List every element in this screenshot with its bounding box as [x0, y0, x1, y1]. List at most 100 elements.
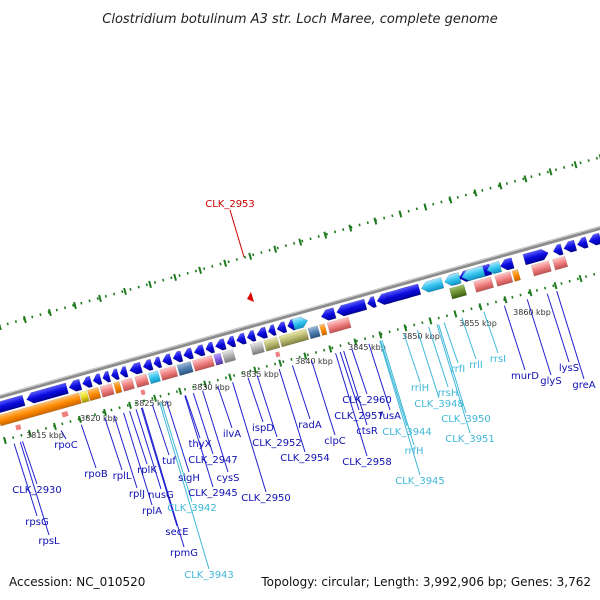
label-leader [381, 340, 415, 446]
gene-label[interactable]: CLK_2950 [241, 493, 291, 504]
gene-block [192, 355, 215, 372]
feature-mark [15, 424, 22, 431]
gene-label[interactable]: CLK_2957 [334, 411, 384, 422]
gene-label[interactable]: fusA [379, 411, 401, 422]
gene-label[interactable]: ispD [252, 423, 274, 434]
rna-label[interactable]: CLK_3944 [382, 427, 432, 438]
scale-tick [548, 168, 553, 176]
scale-label: 3855 kbp [459, 319, 497, 328]
label-leader [184, 395, 214, 488]
scale-tick [128, 401, 132, 409]
gene-label[interactable]: rpmG [170, 548, 198, 559]
gene-label[interactable]: ilvA [223, 429, 241, 440]
scale-tick [428, 317, 433, 325]
gene-arrow [461, 265, 486, 282]
gene-label[interactable]: rplL [113, 471, 132, 482]
scale-label: 3835 kbp [241, 370, 279, 379]
label-leader [546, 293, 570, 363]
scale-tick [223, 259, 228, 267]
gene-label[interactable]: clpC [324, 436, 346, 447]
gene-label[interactable]: thyX [188, 439, 211, 450]
label-leader [310, 359, 336, 436]
gene-arrow [268, 324, 277, 337]
scale-tick [298, 238, 303, 246]
rna-label[interactable]: rrlH [411, 383, 429, 394]
map-title: Clostridium botulinum A3 str. Loch Maree… [102, 12, 497, 27]
gene-label[interactable]: glyS [540, 376, 561, 387]
gene-label[interactable]: greA [572, 380, 595, 391]
scale-tick [578, 275, 583, 283]
gene-arrow [588, 232, 600, 246]
label-leader [165, 400, 190, 473]
label-leader [335, 353, 368, 457]
gene-label[interactable]: rplA [142, 506, 162, 517]
rna-label[interactable]: rrlI [469, 360, 483, 371]
rna-label[interactable]: rrfI [451, 364, 466, 375]
gene-label[interactable]: radA [298, 420, 322, 431]
scale-tick [328, 345, 333, 353]
gene-label[interactable]: rpoC [54, 440, 78, 451]
scale-tick [473, 189, 478, 197]
gene-label[interactable]: rplK [137, 465, 157, 476]
label-leader [556, 290, 585, 380]
gene-label[interactable]: secE [165, 527, 188, 538]
scale-tick [178, 387, 183, 395]
feature-mark [140, 389, 146, 396]
gene-label[interactable]: CLK_2930 [12, 485, 62, 496]
gene-label[interactable]: murD [511, 371, 539, 382]
gene-label[interactable]: CLK_2958 [342, 457, 392, 468]
gene-label[interactable]: CLK_2945 [188, 488, 238, 499]
gene-arrow [421, 277, 445, 293]
scale-label: 3845 kbp [348, 343, 386, 352]
rna-label[interactable]: rrfH [404, 446, 423, 457]
gene-arrow [246, 329, 257, 342]
highlight-gene-label: CLK_2953 [205, 199, 255, 210]
gene-label[interactable]: lysS [559, 363, 579, 374]
gene-label[interactable]: tuf [162, 456, 176, 467]
gene-label[interactable]: ctsR [356, 426, 378, 437]
scale-tick [148, 280, 152, 289]
rna-label[interactable]: CLK_3945 [395, 476, 445, 487]
gene-arrow [367, 296, 377, 308]
gene-arrow [142, 358, 154, 371]
gene-label[interactable]: rplJ [129, 489, 145, 500]
label-leader [202, 390, 229, 473]
rna-label[interactable]: rrsI [490, 354, 506, 365]
label-leader [21, 441, 38, 485]
scale-tick [353, 338, 358, 346]
gene-label[interactable]: CLK_2954 [280, 453, 330, 464]
gene-arrow [444, 272, 462, 287]
scale-tick [253, 366, 258, 374]
gene-arrow [563, 239, 578, 253]
rna-label[interactable]: rrsH [438, 388, 459, 399]
gene-arrow [577, 236, 589, 249]
scale-tick [103, 408, 107, 416]
label-leader [443, 322, 459, 364]
gene-label[interactable]: rpsG [25, 517, 48, 528]
label-leader [123, 412, 153, 506]
gene-arrow [68, 378, 83, 392]
gene-label[interactable]: CLK_2947 [188, 455, 238, 466]
rna-label[interactable]: CLK_3951 [445, 434, 495, 445]
gene-label[interactable]: rpoB [84, 469, 108, 480]
rna-label[interactable]: CLK_3950 [441, 414, 491, 425]
gene-label[interactable]: cysS [217, 473, 240, 484]
rna-label[interactable]: CLK_3943 [184, 570, 234, 581]
gene-label[interactable]: CLK_2952 [252, 438, 302, 449]
label-leader [217, 386, 233, 429]
scale-tick [28, 429, 32, 438]
gene-label[interactable]: rpsL [38, 536, 60, 547]
gene-arrow [320, 307, 337, 321]
gene-arrow [0, 394, 26, 415]
rna-label[interactable]: CLK_3948 [414, 399, 464, 410]
scale-tick [478, 303, 483, 311]
label-leader [60, 430, 67, 440]
gene-label[interactable]: sigH [178, 473, 200, 484]
scale-tick [373, 217, 378, 225]
scale-tick [278, 359, 283, 367]
label-leader [339, 351, 360, 411]
gene-block [0, 392, 82, 427]
rna-label[interactable]: CLK_3942 [167, 503, 217, 514]
gene-label[interactable]: CLK_2960 [342, 395, 392, 406]
gene-label[interactable]: nusG [148, 490, 174, 501]
